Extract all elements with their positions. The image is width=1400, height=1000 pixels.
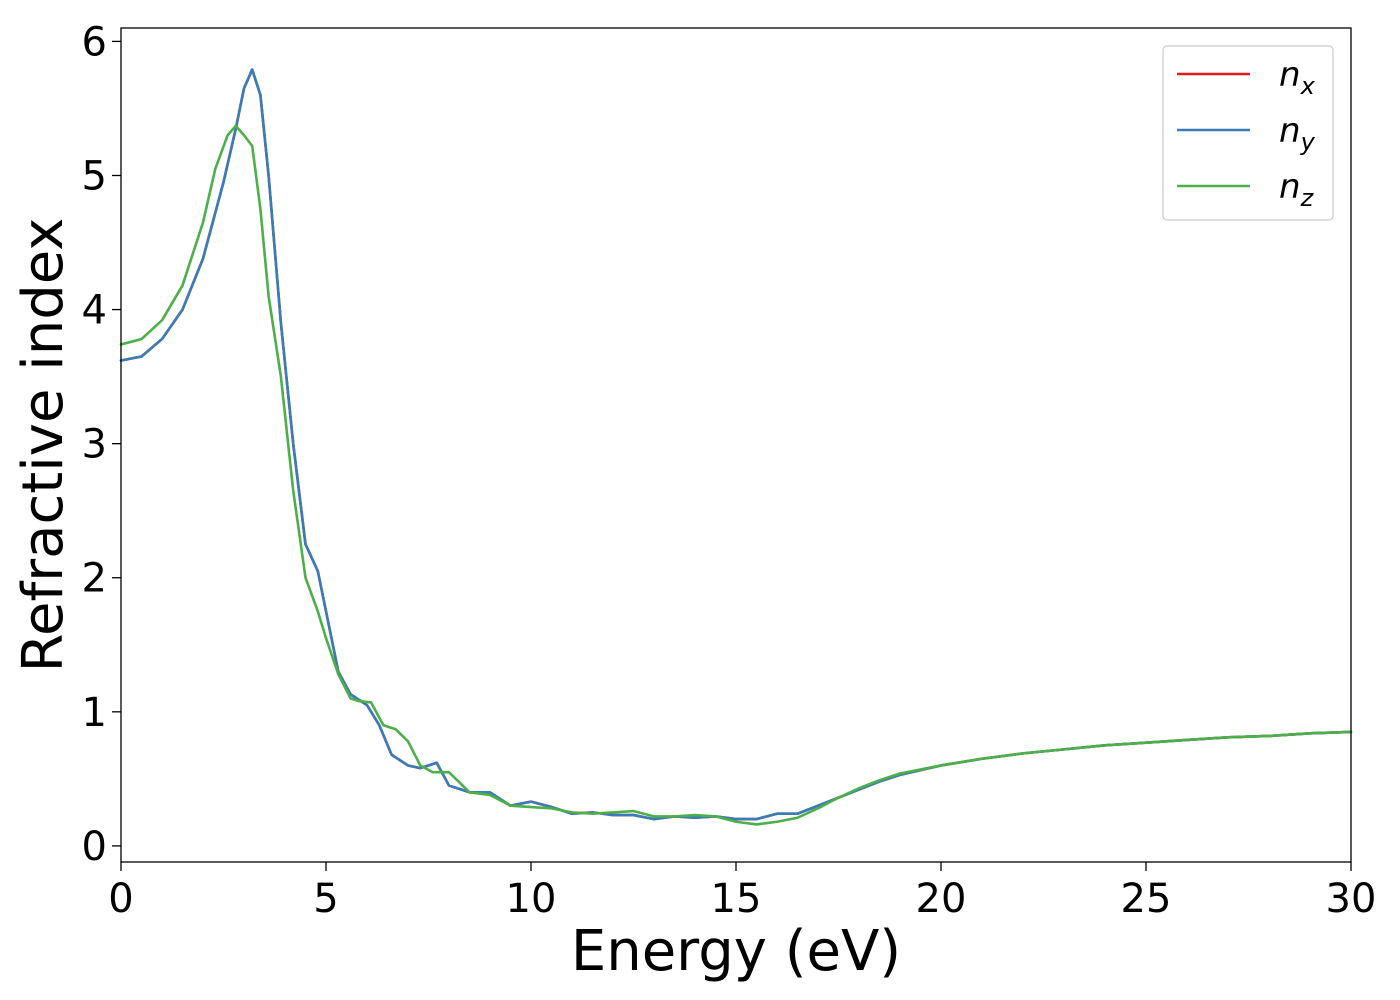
legend: nx ny nz	[1162, 45, 1334, 221]
y-tick-label: 3	[82, 422, 107, 468]
x-tick-label: 30	[1326, 876, 1377, 922]
legend-label-x: nx	[1279, 55, 1316, 100]
legend-label-z: nz	[1279, 167, 1315, 212]
y-tick-label: 1	[82, 690, 107, 736]
y-axis-label: Refractive index	[11, 218, 76, 673]
y-tick-label: 4	[82, 288, 107, 334]
x-axis: 0 5 10 15 20 25 30	[108, 862, 1376, 922]
x-tick-label: 0	[108, 876, 133, 922]
legend-frame	[1162, 45, 1334, 221]
y-axis: 0 1 2 3 4 5 6	[82, 19, 121, 870]
y-tick-label: 0	[82, 824, 107, 870]
x-tick-label: 10	[506, 876, 557, 922]
y-tick-label: 5	[82, 153, 107, 199]
x-tick-label: 5	[313, 876, 338, 922]
x-tick-label: 20	[916, 876, 967, 922]
x-axis-label: Energy (eV)	[571, 919, 901, 984]
legend-label-y: ny	[1279, 111, 1316, 156]
x-tick-label: 25	[1121, 876, 1172, 922]
legend-entries: nx ny nz	[1177, 55, 1316, 212]
x-tick-label: 15	[711, 876, 762, 922]
series-line-z	[119, 124, 1353, 826]
y-tick-label: 6	[82, 19, 107, 65]
series-layer	[119, 68, 1353, 826]
y-tick-label: 2	[82, 556, 107, 602]
